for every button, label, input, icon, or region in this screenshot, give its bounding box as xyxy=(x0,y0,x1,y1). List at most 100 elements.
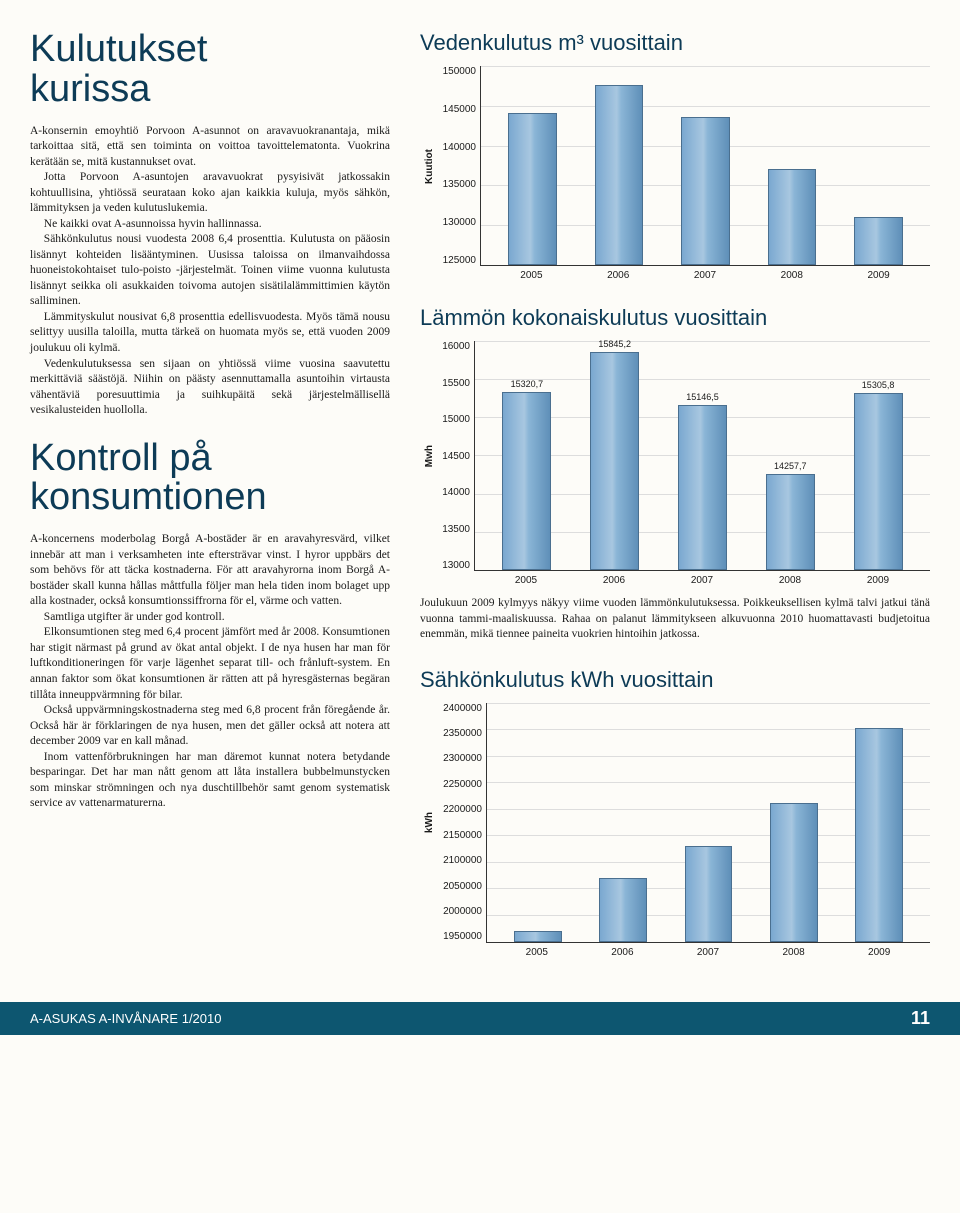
plot-area xyxy=(480,66,930,266)
article2-title: Kontroll på konsumtionen xyxy=(30,439,390,519)
paragraph: Ne kaikki ovat A-asunnoissa hyvin hallin… xyxy=(30,217,390,233)
bar-value: 15845,2 xyxy=(598,339,631,349)
bar-value: 15146,5 xyxy=(686,392,719,402)
y-axis-label: Kuutiot xyxy=(420,149,434,184)
bar: 14257,7 xyxy=(766,474,815,570)
bar-slot xyxy=(584,85,653,265)
bar-slot xyxy=(760,803,828,942)
x-tick: 2005 xyxy=(497,270,566,281)
bar-slot xyxy=(674,846,742,942)
x-tick: 2007 xyxy=(670,270,739,281)
bar xyxy=(768,169,816,265)
y-tick: 2300000 xyxy=(434,753,482,764)
article1-body: A-konsernin emoyhtiö Porvoon A-asunnot o… xyxy=(30,124,390,419)
y-tick: 130000 xyxy=(434,217,476,228)
title-line: kurissa xyxy=(30,68,150,110)
bar-value: 15305,8 xyxy=(862,380,895,390)
bar: 15320,7 xyxy=(502,392,551,570)
bar-slot: 14257,7 xyxy=(755,474,825,570)
paragraph: Sähkönkulutus nousi vuodesta 2008 6,4 pr… xyxy=(30,232,390,310)
bar-slot: 15845,2 xyxy=(580,352,650,570)
y-tick: 15000 xyxy=(434,414,470,425)
bar-slot xyxy=(671,117,740,265)
x-tick: 2009 xyxy=(843,575,913,586)
x-tick: 2005 xyxy=(503,947,571,958)
paragraph: Också uppvärmningskostnaderna steg med 6… xyxy=(30,703,390,750)
y-tick: 1950000 xyxy=(434,931,482,942)
y-tick: 2400000 xyxy=(434,703,482,714)
footer-page-number: 11 xyxy=(911,1008,930,1029)
article1-title: Kulutukset kurissa xyxy=(30,30,390,110)
x-tick: 2009 xyxy=(845,947,913,958)
x-tick: 2006 xyxy=(579,575,649,586)
y-axis-label: kWh xyxy=(420,812,434,833)
paragraph: Inom vattenförbrukningen har man däremot… xyxy=(30,750,390,812)
plot-area: 15320,7 15845,2 15146,5 14257,7 15305,8 xyxy=(474,341,930,571)
y-tick: 2100000 xyxy=(434,855,482,866)
paragraph: Vedenkulutuksessa sen sijaan on yhtiössä… xyxy=(30,357,390,419)
chart-area: kWh 2400000 2350000 2300000 2250000 2200000 21… xyxy=(420,703,930,958)
bar-slot: 15305,8 xyxy=(843,393,913,570)
paragraph: Lämmityskulut nousivat 6,8 prosenttia ed… xyxy=(30,310,390,357)
title-line: Kontroll på xyxy=(30,437,212,479)
bar xyxy=(855,728,903,941)
x-tick: 2005 xyxy=(491,575,561,586)
y-tick: 2150000 xyxy=(434,830,482,841)
x-tick: 2007 xyxy=(674,947,742,958)
x-tick: 2008 xyxy=(755,575,825,586)
page-footer: A-ASUKAS A-INVÅNARE 1/2010 11 xyxy=(0,1002,960,1035)
plot-area xyxy=(486,703,930,943)
bar-value: 14257,7 xyxy=(774,461,807,471)
y-tick: 16000 xyxy=(434,341,470,352)
paragraph: Samtliga utgifter är under god kontroll. xyxy=(30,610,390,626)
bar-slot xyxy=(757,169,826,265)
paragraph: Jotta Porvoon A-asuntojen aravavuokrat p… xyxy=(30,170,390,217)
chart-area: Kuutiot 150000 145000 140000 135000 130000 125… xyxy=(420,66,930,281)
y-tick: 150000 xyxy=(434,66,476,77)
chart-electricity: Sähkönkulutus kWh vuosittain kWh 2400000 2… xyxy=(420,667,930,958)
y-tick: 2350000 xyxy=(434,728,482,739)
y-tick: 2200000 xyxy=(434,804,482,815)
y-tick: 14000 xyxy=(434,487,470,498)
x-tick: 2006 xyxy=(588,947,656,958)
right-column: Vedenkulutus m³ vuosittain Kuutiot 150000… xyxy=(420,30,930,982)
title-line: konsumtionen xyxy=(30,476,267,518)
chart-water: Vedenkulutus m³ vuosittain Kuutiot 150000… xyxy=(420,30,930,281)
bar xyxy=(595,85,643,265)
title-line: Kulutukset xyxy=(30,28,207,70)
y-tick: 145000 xyxy=(434,104,476,115)
bar-slot xyxy=(589,878,657,942)
bar-slot xyxy=(498,113,567,265)
x-tick: 2006 xyxy=(583,270,652,281)
paragraph: Elkonsumtionen steg med 6,4 procent jämf… xyxy=(30,625,390,703)
x-tick: 2009 xyxy=(844,270,913,281)
chart-title: Lämmön kokonaiskulutus vuosittain xyxy=(420,305,930,331)
bar: 15845,2 xyxy=(590,352,639,570)
y-axis-label: Mwh xyxy=(420,445,434,467)
article2-body: A-koncernens moderbolag Borgå A-bostäder… xyxy=(30,532,390,811)
y-tick: 135000 xyxy=(434,179,476,190)
y-tick: 125000 xyxy=(434,255,476,266)
y-tick: 140000 xyxy=(434,142,476,153)
y-tick: 15500 xyxy=(434,378,470,389)
bar-slot xyxy=(844,217,913,265)
y-tick: 2050000 xyxy=(434,881,482,892)
y-tick: 2250000 xyxy=(434,779,482,790)
page-content: Kulutukset kurissa A-konsernin emoyhtiö … xyxy=(0,0,960,982)
x-tick: 2008 xyxy=(759,947,827,958)
bar-slot: 15146,5 xyxy=(667,405,737,570)
x-tick: 2008 xyxy=(757,270,826,281)
chart-title: Vedenkulutus m³ vuosittain xyxy=(420,30,930,56)
bar-slot xyxy=(845,728,913,941)
bar: 15146,5 xyxy=(678,405,727,570)
chart-area: Mwh1600015500150001450014000135001300015… xyxy=(420,341,930,586)
bar-slot xyxy=(504,931,572,942)
y-tick: 13500 xyxy=(434,524,470,535)
footer-publication: A-ASUKAS A-INVÅNARE 1/2010 xyxy=(30,1011,221,1026)
chart-title: Sähkönkulutus kWh vuosittain xyxy=(420,667,930,693)
chart-caption: Joulukuun 2009 kylmyys näkyy viime vuode… xyxy=(420,596,930,643)
y-tick: 13000 xyxy=(434,560,470,571)
left-column: Kulutukset kurissa A-konsernin emoyhtiö … xyxy=(30,30,390,982)
bar xyxy=(685,846,733,942)
y-tick: 2000000 xyxy=(434,906,482,917)
